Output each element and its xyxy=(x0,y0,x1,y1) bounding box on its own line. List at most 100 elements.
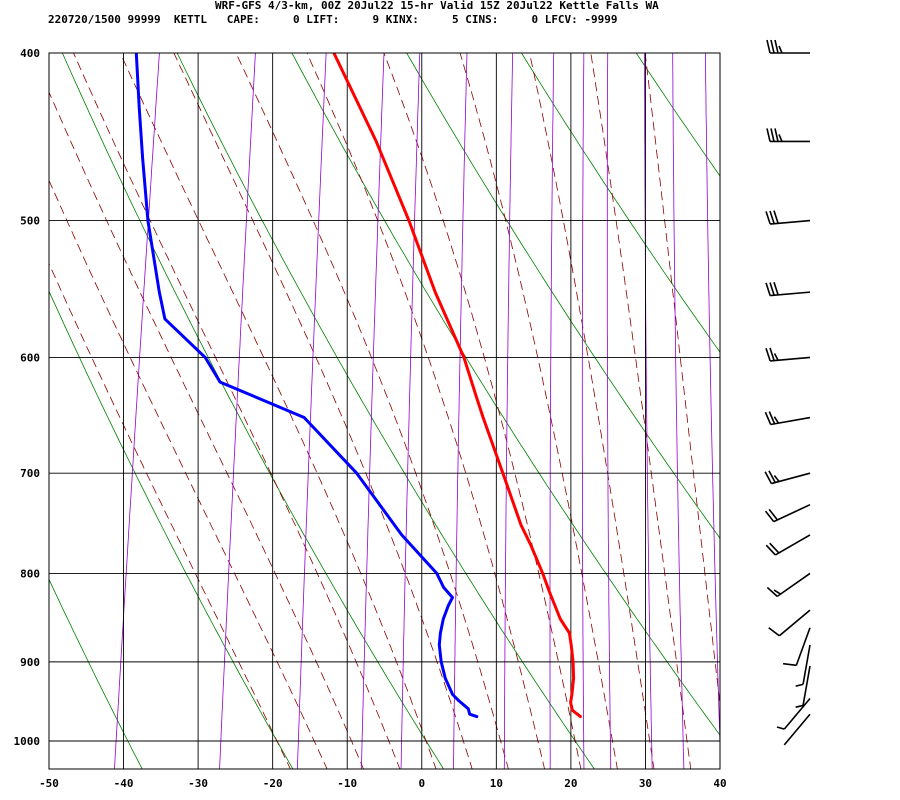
wind-barb-flag xyxy=(765,347,771,362)
wind-barb-flag xyxy=(769,347,775,361)
mixing-ratio-line xyxy=(503,53,514,769)
wind-barb-flag xyxy=(769,210,775,224)
wind-barb xyxy=(782,627,811,667)
wind-barb-flag xyxy=(766,128,771,142)
mixing-ratio-line xyxy=(400,53,421,769)
wind-barb-flag xyxy=(764,471,773,484)
x-tick-label: -20 xyxy=(263,777,283,790)
wind-barb-flag xyxy=(782,662,797,667)
wind-barb-staff xyxy=(783,698,811,730)
dry-adiabat-line xyxy=(863,49,900,770)
y-tick-label: 900 xyxy=(20,656,40,669)
wind-barb xyxy=(765,210,811,225)
dry-adiabat-line xyxy=(49,578,143,769)
wind-barb-flag xyxy=(766,39,771,54)
moist-adiabat-line xyxy=(119,53,437,769)
mixing-ratio-line xyxy=(606,53,612,769)
wind-barb xyxy=(765,534,811,556)
wind-barb-flag xyxy=(765,211,771,225)
moist-adiabat-line xyxy=(644,53,720,708)
wind-barb xyxy=(768,609,811,637)
x-tick-label: 10 xyxy=(490,777,503,790)
wind-barb xyxy=(783,713,811,746)
mixing-ratio-line xyxy=(549,53,555,769)
wind-barb-flag xyxy=(764,510,775,523)
y-tick-label: 700 xyxy=(20,467,40,480)
temperature-trace xyxy=(332,53,582,719)
wind-barb-flag xyxy=(778,134,783,142)
x-tick-label: -10 xyxy=(337,777,357,790)
wind-barb-flag xyxy=(778,45,783,54)
x-tick-label: 20 xyxy=(564,777,577,790)
wind-barb xyxy=(765,347,811,362)
x-tick-label: -50 xyxy=(39,777,59,790)
x-tick-label: -40 xyxy=(114,777,134,790)
mixing-ratio-line xyxy=(581,53,585,769)
wind-barb-flag xyxy=(768,470,776,483)
y-tick-label: 500 xyxy=(20,215,40,228)
mixing-ratio-line xyxy=(219,53,256,769)
x-tick-label: 40 xyxy=(713,777,726,790)
wind-barb-staff xyxy=(770,356,811,362)
wind-barb-flag xyxy=(773,353,779,361)
wind-barb xyxy=(766,128,810,143)
moist-adiabat-line xyxy=(173,53,473,769)
wind-barb-flag xyxy=(769,282,775,296)
wind-barb-flag xyxy=(773,416,780,424)
wind-barb xyxy=(764,411,811,426)
y-tick-label: 1000 xyxy=(14,735,41,748)
wind-barb-staff xyxy=(802,644,811,685)
wind-barb xyxy=(766,39,810,54)
wind-barb-staff xyxy=(770,291,811,297)
moist-adiabat-line xyxy=(306,53,546,769)
moist-adiabat-line xyxy=(49,262,291,769)
wind-barb-staff xyxy=(778,609,811,637)
mixing-ratio-line xyxy=(453,53,468,769)
moist-adiabat-line xyxy=(590,53,692,769)
dry-adiabat-line xyxy=(61,53,445,769)
wind-barb-flag xyxy=(774,128,779,142)
wind-barb-flag xyxy=(773,281,779,296)
wind-barb xyxy=(776,698,811,730)
wind-barb-flag xyxy=(795,704,804,708)
y-tick-label: 600 xyxy=(20,351,40,364)
wind-barb-flag xyxy=(768,627,780,637)
wind-barb-staff xyxy=(773,503,811,523)
wind-barb xyxy=(795,665,811,708)
wind-barb-flag xyxy=(774,39,779,54)
y-axis-tick-labels: 400 500 600 700 800 900 1000 xyxy=(14,47,41,748)
wind-barb-flag xyxy=(769,542,780,554)
mixing-ratio-line xyxy=(296,53,327,769)
y-tick-label: 800 xyxy=(20,567,40,580)
wind-barb-staff xyxy=(783,713,811,746)
wind-barb xyxy=(766,572,811,598)
moist-adiabat-line xyxy=(529,53,655,769)
mixing-ratio-line xyxy=(672,53,685,769)
x-tick-label: 30 xyxy=(639,777,652,790)
wind-barb xyxy=(764,470,811,485)
mixing-ratio-line xyxy=(360,53,385,769)
dry-adiabat-line xyxy=(176,53,595,769)
moist-adiabat-line xyxy=(73,53,401,769)
wind-barb xyxy=(795,644,811,687)
wind-barb-flag xyxy=(768,411,776,425)
dry-adiabat-line xyxy=(520,53,720,353)
background-lines xyxy=(49,49,900,770)
wind-barb-flag xyxy=(773,474,780,482)
dry-adiabat-line xyxy=(291,53,720,736)
wind-barb-flag xyxy=(765,282,771,296)
wind-barb-flag xyxy=(770,39,775,54)
wind-barb-staff xyxy=(770,416,811,426)
wind-barb xyxy=(765,281,811,297)
plot-frame xyxy=(48,52,721,770)
station-indices-line: 220720/1500 99999 KETTL CAPE: 0 LIFT: 9 … xyxy=(48,13,618,26)
moist-adiabat-line xyxy=(235,53,509,769)
x-tick-label: 0 xyxy=(418,777,425,790)
wind-barb-flag xyxy=(795,683,804,687)
moist-adiabat-line xyxy=(459,53,618,769)
wind-barb-staff xyxy=(774,534,811,556)
moist-adiabat-line xyxy=(49,91,364,769)
chart-title: WRF-GFS 4/3-km, 00Z 20Jul22 15-hr Valid … xyxy=(215,0,659,12)
dry-adiabat-line xyxy=(49,290,294,769)
